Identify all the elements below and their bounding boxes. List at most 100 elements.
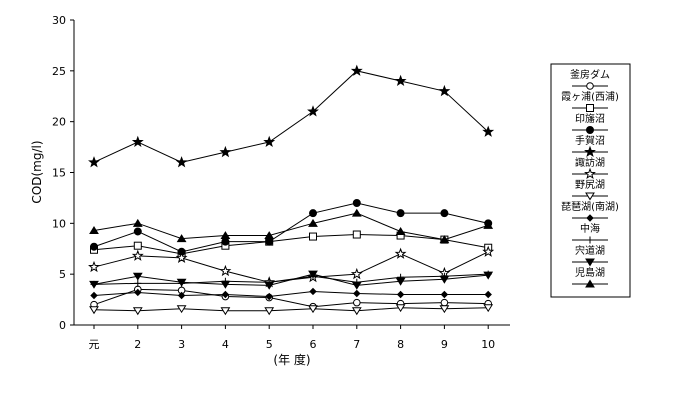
data-point	[309, 287, 317, 296]
data-point	[264, 307, 275, 316]
legend-label: 手賀沼	[575, 134, 605, 147]
data-point	[221, 237, 230, 246]
data-point	[308, 270, 318, 279]
legend-marker	[584, 145, 596, 158]
data-point	[483, 220, 494, 229]
x-tick-label: 10	[481, 338, 495, 351]
series-7	[90, 287, 492, 301]
data-point	[308, 305, 318, 314]
series-line	[93, 202, 489, 253]
data-point	[264, 231, 275, 240]
data-point	[351, 281, 362, 290]
x-axis-title: (年 度)	[273, 352, 310, 367]
legend-marker	[586, 104, 594, 112]
data-point	[219, 264, 232, 277]
data-point	[176, 234, 187, 243]
data-point	[131, 135, 144, 148]
data-point	[132, 272, 143, 281]
data-point	[265, 237, 274, 246]
data-point	[88, 260, 100, 273]
data-point	[352, 230, 361, 239]
x-tick-label: 6	[310, 338, 317, 351]
series-line	[93, 212, 489, 241]
data-point	[440, 209, 449, 218]
data-point	[307, 105, 319, 117]
series-layer	[88, 64, 495, 316]
y-tick-label: 15	[52, 167, 66, 180]
data-point	[177, 291, 186, 300]
data-point	[220, 307, 231, 316]
data-point	[90, 242, 98, 251]
x-tick-label: 元	[89, 338, 100, 351]
series-line	[93, 290, 489, 298]
y-tick-label: 25	[52, 65, 66, 78]
legend-label: 霞ヶ浦(西浦)	[561, 90, 619, 103]
legend-label: 釜房ダム	[570, 68, 610, 81]
data-point	[309, 232, 317, 241]
legend-label: 中海	[580, 222, 600, 235]
series-line	[93, 307, 489, 312]
series-2	[90, 230, 493, 258]
data-point	[132, 218, 143, 227]
data-point	[395, 227, 406, 235]
data-point	[89, 306, 99, 315]
data-point	[439, 275, 450, 284]
data-point	[131, 249, 144, 261]
data-point	[220, 231, 231, 240]
data-point	[308, 218, 318, 227]
x-tick-label: 9	[441, 338, 448, 351]
legend-marker	[586, 126, 594, 134]
series-9	[89, 270, 494, 290]
y-tick-label: 5	[59, 268, 66, 281]
data-point	[134, 279, 142, 287]
x-tick-label: 7	[353, 338, 360, 351]
data-point	[484, 290, 492, 299]
legend-marker	[585, 192, 595, 201]
data-point	[394, 247, 407, 259]
legend-label: 諏訪湖	[575, 156, 605, 169]
data-point	[89, 280, 99, 289]
series-line	[93, 234, 489, 255]
legend-marker	[586, 82, 594, 90]
legend-marker	[585, 279, 595, 288]
data-point	[438, 84, 451, 97]
legend-label: 野尻湖	[575, 179, 605, 191]
x-axis-ticks: 元 2 3 4 5 6 7 8 9 10	[89, 325, 495, 351]
data-point	[394, 74, 407, 87]
data-point	[350, 64, 363, 76]
data-point	[483, 271, 494, 280]
data-point	[264, 281, 275, 290]
y-tick-label: 20	[52, 116, 66, 129]
data-point	[90, 291, 98, 300]
data-point	[176, 278, 187, 287]
y-axis-title: COD(mg/l)	[30, 140, 44, 203]
legend-marker	[586, 214, 594, 222]
y-axis-ticks: 0 5 10 15 20 25 30	[52, 14, 74, 332]
data-point	[89, 225, 99, 234]
y-tick-label: 30	[52, 14, 66, 27]
data-point	[396, 209, 405, 218]
data-point	[176, 305, 187, 314]
series-line	[93, 273, 489, 286]
data-point	[439, 235, 450, 244]
data-point	[482, 245, 495, 257]
legend-label: 印旛沼	[575, 112, 605, 125]
data-point	[440, 290, 449, 299]
data-point	[395, 277, 406, 286]
legend-marker	[586, 236, 594, 244]
y-tick-label: 0	[59, 319, 66, 332]
legend-marker	[585, 258, 595, 267]
legend-marker	[584, 167, 596, 180]
data-point	[220, 280, 231, 289]
data-point	[352, 199, 361, 207]
data-point	[132, 307, 143, 316]
data-point	[263, 135, 276, 148]
data-point	[396, 290, 405, 299]
x-tick-label: 5	[266, 338, 273, 351]
series-10	[89, 208, 494, 244]
data-point	[265, 292, 273, 301]
data-point	[351, 307, 362, 316]
data-point	[221, 290, 230, 299]
